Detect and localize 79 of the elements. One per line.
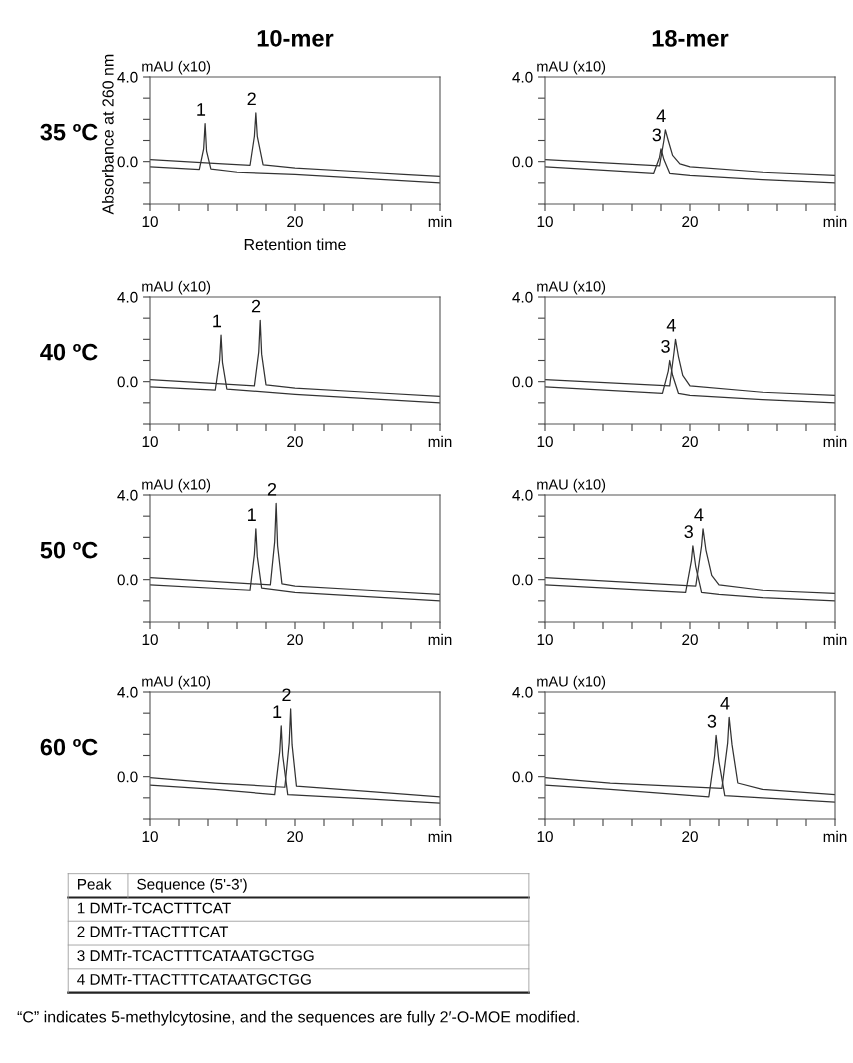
x-tick-label: min bbox=[428, 830, 452, 842]
text: 40 ºC bbox=[40, 343, 98, 361]
annotation: 2 bbox=[267, 482, 277, 496]
y-tick-label: 4.0 bbox=[512, 71, 533, 83]
x-tick-label: min bbox=[823, 633, 847, 645]
annotation: 4 bbox=[656, 109, 666, 122]
x-tick-label: 10 bbox=[142, 634, 158, 646]
y-axis-title: mAU (x10) bbox=[537, 280, 606, 295]
x-tick-label: min bbox=[823, 215, 847, 227]
y-tick-label: 4.0 bbox=[512, 291, 533, 303]
x-tick-label: min bbox=[823, 830, 847, 842]
annotation: 3 bbox=[661, 339, 670, 353]
text: 4 DMTr-TTACTTTCATAATGCTGG bbox=[77, 974, 311, 985]
x-axis-title: Retention time bbox=[244, 238, 346, 251]
x-tick-label: 20 bbox=[287, 436, 303, 448]
y-tick-label: 0.0 bbox=[117, 574, 138, 586]
y-tick-label: 4.0 bbox=[117, 489, 138, 501]
annotation: 3 bbox=[652, 128, 662, 142]
annotation: 1 bbox=[197, 103, 206, 116]
annotation: 2 bbox=[251, 299, 261, 313]
x-tick-label: 10 bbox=[142, 436, 158, 448]
chart-title: 18-mer bbox=[652, 29, 729, 47]
y-axis-title: mAU (x10) bbox=[142, 478, 211, 493]
annotation: 1 bbox=[248, 508, 256, 521]
x-tick-label: min bbox=[428, 633, 452, 645]
y-axis-title: mAU (x10) bbox=[142, 675, 211, 690]
text: 1 DMTr-TCACTTTCAT bbox=[77, 902, 231, 914]
x-tick-label: 10 bbox=[537, 831, 553, 843]
x-tick-label: 10 bbox=[537, 436, 553, 448]
y-axis-title: mAU (x10) bbox=[537, 60, 606, 75]
x-tick-label: min bbox=[823, 435, 847, 447]
y-tick-label: 4.0 bbox=[117, 686, 138, 698]
x-tick-label: 10 bbox=[142, 216, 158, 228]
x-tick-label: 20 bbox=[682, 634, 698, 646]
y-axis-title: mAU (x10) bbox=[537, 478, 606, 493]
x-tick-label: 20 bbox=[287, 216, 303, 228]
y-tick-label: 0.0 bbox=[117, 156, 138, 168]
text: 60 ºC bbox=[40, 738, 98, 756]
y-tick-label: 4.0 bbox=[117, 291, 138, 303]
annotation: 2 bbox=[282, 688, 291, 702]
y-tick-label: 4.0 bbox=[117, 71, 138, 83]
x-tick-label: 20 bbox=[682, 216, 698, 228]
y-axis-title: mAU (x10) bbox=[537, 675, 606, 690]
y-axis-title: mAU (x10) bbox=[142, 60, 211, 75]
text: 50 ºC bbox=[40, 541, 98, 559]
y-tick-label: 0.0 bbox=[117, 771, 138, 783]
chart-title: 10-mer bbox=[257, 29, 334, 47]
x-tick-label: min bbox=[428, 435, 452, 447]
text: “C” indicates 5-methylcytosine, and the sequences are fully 2′-O-MOE modified. bbox=[17, 1010, 579, 1026]
text: Peak bbox=[78, 878, 112, 890]
annotation: 1 bbox=[273, 705, 282, 718]
annotation: 4 bbox=[666, 319, 676, 332]
text: Absorbance at 260 nm bbox=[101, 54, 114, 215]
y-tick-label: 0.0 bbox=[117, 376, 138, 388]
y-tick-label: 4.0 bbox=[512, 489, 533, 501]
text: Sequence (5'-3') bbox=[137, 878, 247, 893]
annotation: 3 bbox=[684, 525, 693, 539]
annotation: 2 bbox=[247, 92, 256, 106]
y-tick-label: 4.0 bbox=[512, 686, 533, 698]
annotation: 3 bbox=[707, 714, 717, 728]
x-tick-label: min bbox=[428, 215, 452, 227]
x-tick-label: 20 bbox=[287, 831, 303, 843]
x-tick-label: 20 bbox=[682, 831, 698, 843]
text: 2 DMTr-TTACTTTCAT bbox=[77, 926, 229, 938]
annotation: 4 bbox=[720, 697, 730, 710]
text: 35 ºC bbox=[40, 123, 98, 141]
x-tick-label: 10 bbox=[537, 634, 553, 646]
y-tick-label: 0.0 bbox=[512, 574, 533, 586]
x-tick-label: 10 bbox=[142, 831, 158, 843]
x-tick-label: 20 bbox=[287, 634, 303, 646]
y-tick-label: 0.0 bbox=[512, 156, 533, 168]
text: 3 DMTr-TCACTTTCATAATGCTGG bbox=[77, 950, 314, 962]
y-tick-label: 0.0 bbox=[512, 771, 533, 783]
x-tick-label: 20 bbox=[682, 436, 698, 448]
x-tick-label: 10 bbox=[537, 216, 553, 228]
annotation: 1 bbox=[213, 314, 222, 328]
annotation: 4 bbox=[694, 508, 704, 521]
y-axis-title: mAU (x10) bbox=[142, 280, 211, 295]
y-tick-label: 0.0 bbox=[512, 376, 533, 388]
